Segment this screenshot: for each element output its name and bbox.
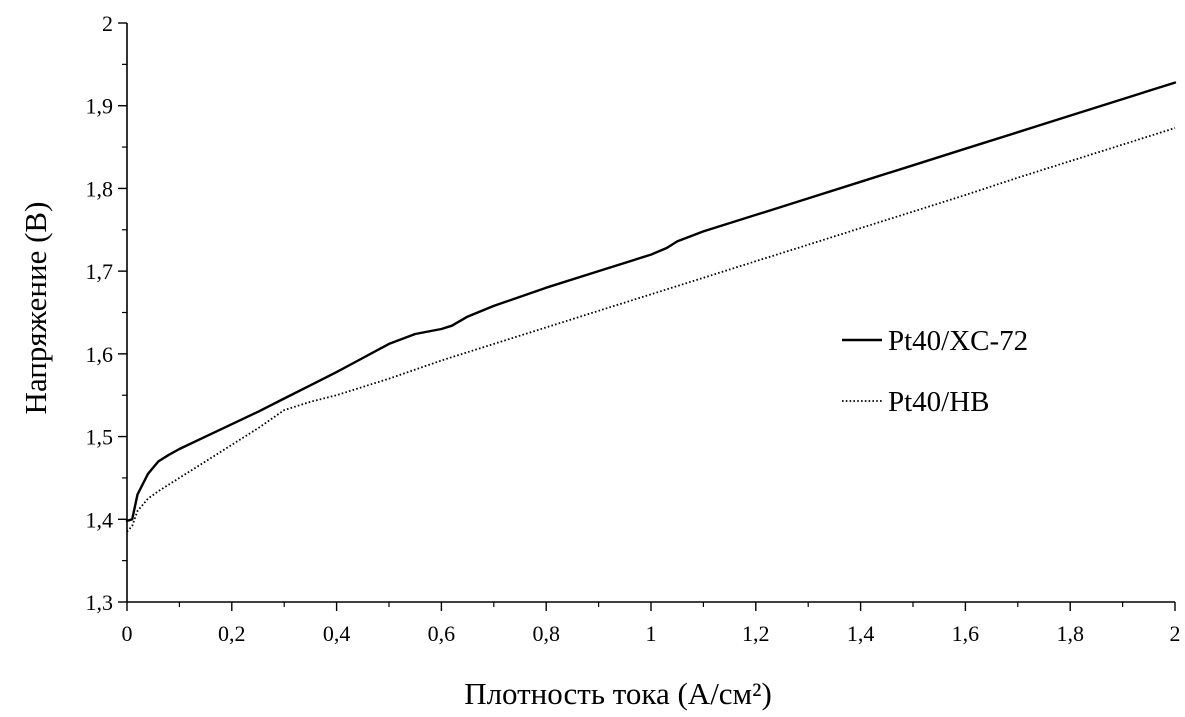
series-line-pt40-xc72 [125,81,1177,523]
legend-label-pt40-xc72: Pt40/XC-72 [888,325,1028,357]
series-line-pt40-hb [126,127,1176,533]
y-axis-title: Напряжение (В) [18,202,53,415]
x-tick-label: 1,8 [1056,621,1084,646]
y-tick-label: 1,3 [86,590,114,615]
legend-label-pt40-hb: Pt40/HB [888,386,990,418]
legend: Pt40/XC-72 Pt40/HB [842,325,1028,418]
x-tick-label: 1,6 [952,621,980,646]
y-tick-label: 1,8 [86,176,114,201]
x-ticks: 0 0,2 0,4 0,6 0,8 1 1,2 1,4 1,6 1,8 2 [122,602,1181,646]
x-tick-label: 0 [122,621,133,646]
y-tick-label: 1,6 [86,342,114,367]
x-tick-label: 0,8 [532,621,560,646]
y-tick-label: 1,7 [86,259,114,284]
x-tick-label: 2 [1170,621,1181,646]
y-tick-label: 2 [102,11,113,36]
y-tick-label: 1,4 [86,507,114,532]
x-tick-label: 1,2 [742,621,770,646]
x-axis-title: Плотность тока (А/см²) [464,676,772,711]
x-tick-label: 0,6 [428,621,456,646]
axes [126,23,1175,603]
x-tick-label: 1,4 [847,621,875,646]
series-layer [125,81,1177,533]
x-tick-label: 0,2 [218,621,246,646]
y-tick-label: 1,9 [86,94,114,119]
y-ticks: 1,3 1,4 1,5 1,6 1,7 1,8 1,9 2 [86,11,127,615]
y-tick-label: 1,5 [86,425,114,450]
x-tick-label: 1 [646,621,657,646]
x-tick-label: 0,4 [323,621,351,646]
